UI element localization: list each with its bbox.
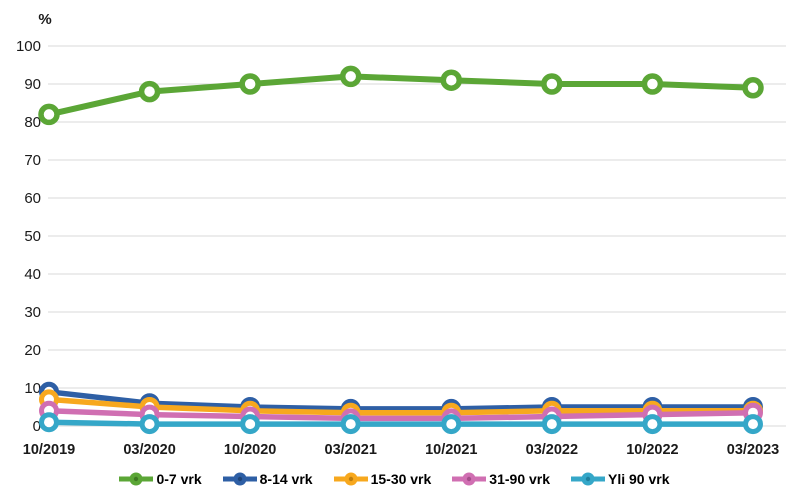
legend-swatch-line-marker-icon	[119, 472, 154, 486]
legend-item-yli-90-vrk: Yli 90 vrk	[571, 471, 670, 487]
y-tick-label: 90	[24, 76, 41, 93]
legend-swatch-line-marker-icon	[571, 472, 606, 486]
x-tick-label: 03/2021	[325, 442, 377, 458]
data-point-marker	[742, 414, 763, 435]
x-tick-label: 10/2022	[626, 442, 678, 458]
legend-item-0-7-vrk: 0-7 vrk	[119, 471, 202, 487]
legend-item-8-14-vrk: 8-14 vrk	[222, 471, 313, 487]
data-point-marker	[339, 65, 362, 88]
data-point-marker	[38, 103, 60, 126]
data-point-marker	[440, 69, 463, 91]
data-point-marker	[441, 414, 462, 435]
y-tick-label: 30	[24, 304, 41, 321]
legend-marker-center	[348, 476, 353, 482]
series-0-7-vrk	[38, 65, 764, 126]
legend-swatch-line-marker-icon	[222, 472, 257, 486]
data-point-marker	[742, 77, 764, 99]
x-tick-label: 03/2022	[526, 442, 578, 458]
data-point-marker	[340, 414, 361, 435]
legend-marker-center	[467, 476, 472, 482]
y-tick-label: 0	[33, 418, 41, 435]
legend-item-15-30-vrk: 15-30 vrk	[333, 471, 432, 487]
x-tick-label: 10/2020	[224, 442, 276, 458]
data-point-marker	[541, 73, 563, 95]
y-tick-label: 100	[16, 38, 41, 55]
series-line-15-30-vrk	[46, 396, 756, 416]
legend-label: 15-30 vrk	[370, 471, 432, 487]
y-tick-label: 40	[24, 266, 41, 283]
y-axis-unit-label: %	[38, 11, 51, 28]
data-point-marker	[39, 412, 59, 433]
x-tick-label: 03/2023	[727, 442, 779, 458]
x-tick-label: 10/2019	[23, 442, 75, 458]
series-line-yli-90-vrk	[46, 419, 756, 427]
series-line-0-7-vrk	[46, 73, 756, 118]
data-point-marker	[541, 414, 562, 435]
y-tick-label: 10	[24, 380, 41, 397]
data-point-marker	[642, 414, 663, 435]
data-point-marker	[138, 80, 161, 103]
legend-marker-center	[237, 476, 242, 482]
legend-swatch-line-marker-icon	[333, 472, 368, 486]
legend-label: 8-14 vrk	[259, 471, 313, 487]
x-tick-label: 03/2020	[123, 442, 175, 458]
series-line-8-14-vrk	[46, 389, 756, 412]
data-series	[38, 65, 764, 435]
data-point-marker	[641, 73, 664, 95]
data-point-marker	[239, 73, 261, 95]
series-line-31-90-vrk	[46, 408, 756, 422]
y-tick-label: 50	[24, 228, 41, 245]
legend-swatch-line-marker-icon	[452, 472, 487, 486]
legend-label: 31-90 vrk	[489, 471, 551, 487]
y-tick-label: 80	[24, 114, 41, 131]
legend-label: 0-7 vrk	[156, 471, 202, 487]
data-point-marker	[240, 414, 261, 435]
x-axis-tick-labels: 10/2019 03/2020 10/2020 03/2021 10/2021 03/20…	[23, 442, 779, 458]
y-tick-label: 20	[24, 342, 41, 359]
y-tick-label: 70	[24, 152, 41, 169]
data-point-marker	[139, 414, 160, 435]
gridlines	[48, 45, 786, 427]
chart-legend: 0-7 vrk 8-14 vrk 15-30 vrk 31-90 vrk Yli 90 …	[0, 462, 789, 496]
legend-item-31-90-vrk: 31-90 vrk	[452, 471, 550, 487]
y-tick-label: 60	[24, 190, 41, 207]
series-yli-90-vrk	[39, 412, 763, 435]
legend-marker-center	[585, 476, 591, 482]
legend-marker-center	[134, 476, 139, 482]
legend-label: Yli 90 vrk	[608, 471, 670, 487]
x-tick-label: 10/2021	[425, 442, 477, 458]
